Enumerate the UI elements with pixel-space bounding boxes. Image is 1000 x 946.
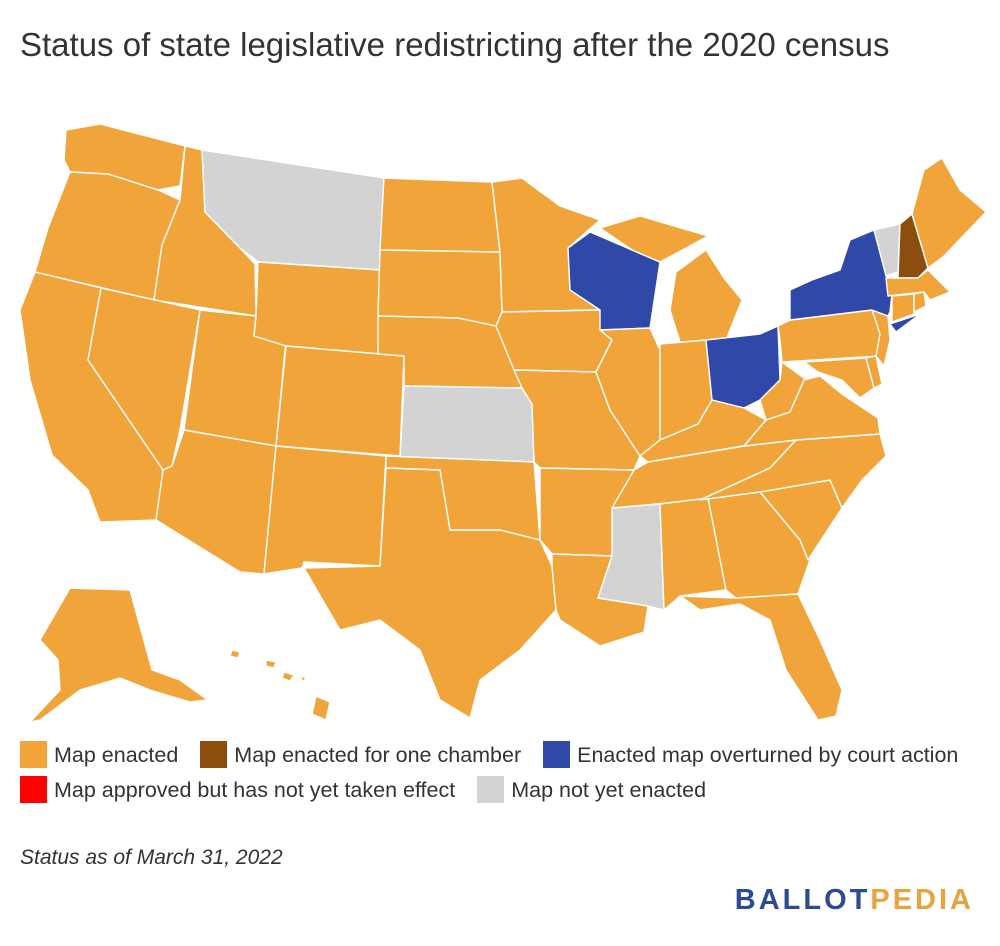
map-title: Status of state legislative redistrictin… — [20, 26, 890, 63]
state-SD[interactable] — [377, 249, 503, 327]
legend-label: Map enacted — [54, 743, 179, 767]
us-map — [0, 118, 1000, 738]
state-CO[interactable] — [275, 345, 405, 457]
legend-item-approved: Map approved but has not yet taken effec… — [20, 776, 456, 803]
legend-label: Map not yet enacted — [511, 778, 707, 802]
legend-label: Map enacted for one chamber — [234, 743, 522, 767]
ballotpedia-logo: BALLOTPEDIA — [735, 884, 974, 917]
legend-item-enacted: Map enacted — [20, 741, 179, 768]
status-date-note: Status as of March 31, 2022 — [20, 846, 283, 869]
state-WY[interactable] — [253, 261, 381, 355]
legend-swatch — [20, 776, 47, 803]
state-KS[interactable] — [399, 385, 535, 463]
legend-item-not-enacted: Map not yet enacted — [477, 776, 707, 803]
legend-item-one-chamber: Map enacted for one chamber — [200, 741, 522, 768]
state-CT[interactable] — [891, 293, 915, 323]
logo-part-pedia: PEDIA — [870, 884, 974, 916]
state-RI[interactable] — [913, 291, 927, 313]
state-IA[interactable] — [495, 309, 613, 373]
legend-swatch — [477, 776, 505, 803]
state-FL[interactable] — [679, 593, 843, 721]
state-ND[interactable] — [379, 177, 501, 253]
legend-swatch — [543, 741, 571, 768]
state-NH[interactable] — [897, 213, 929, 279]
state-AL[interactable] — [659, 497, 727, 611]
legend-label: Enacted map overturned by court action — [577, 743, 959, 767]
map-legend: Map enacted Map enacted for one chamber … — [20, 738, 990, 808]
state-ME[interactable] — [911, 157, 987, 269]
state-NM[interactable] — [263, 445, 387, 575]
legend-swatch — [20, 741, 47, 768]
state-TX[interactable] — [303, 467, 557, 719]
state-HI[interactable] — [229, 649, 331, 721]
legend-item-overturned: Enacted map overturned by court action — [543, 741, 959, 768]
state-AK[interactable] — [29, 587, 209, 723]
state-DE[interactable] — [865, 355, 883, 389]
logo-part-ballot: BALLOT — [734, 884, 871, 916]
legend-swatch — [200, 741, 228, 768]
legend-label: Map approved but has not yet taken effec… — [54, 778, 456, 802]
state-MI[interactable] — [599, 215, 743, 343]
us-map-svg — [19, 123, 987, 723]
